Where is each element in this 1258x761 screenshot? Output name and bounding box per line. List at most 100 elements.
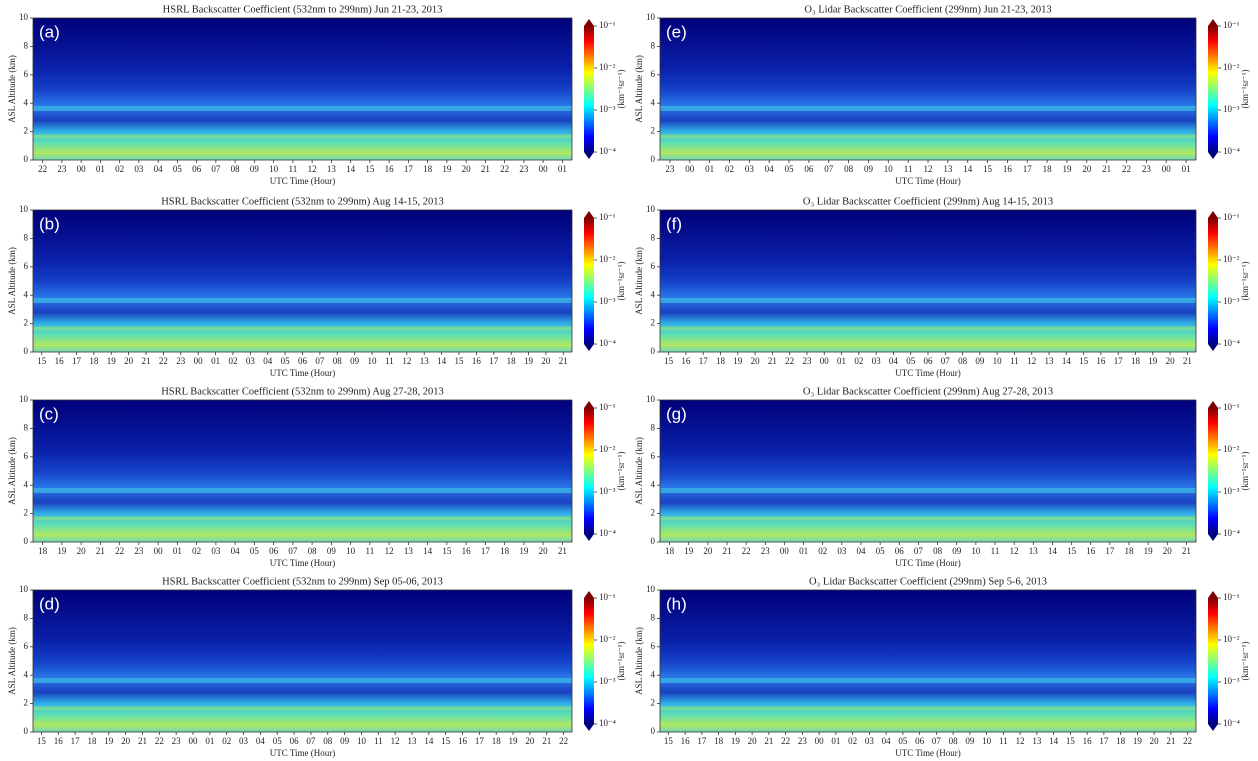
y-tick-label: 6: [651, 641, 656, 651]
panel-label: (a): [39, 22, 60, 41]
colorbar-tick-label: 10⁻³: [599, 486, 616, 496]
y-axis-label: ASL Altitude (km): [7, 437, 17, 505]
x-tick-label: 00: [539, 164, 549, 174]
x-tick-label: 20: [1150, 736, 1160, 746]
colorbar-tick-label: 10⁻³: [599, 104, 616, 114]
x-tick-label: 09: [965, 736, 975, 746]
x-tick-label: 12: [402, 356, 411, 366]
x-tick-label: 07: [306, 736, 316, 746]
x-tick-label: 17: [699, 356, 709, 366]
x-tick-label: 09: [975, 356, 985, 366]
x-tick-label: 09: [864, 164, 874, 174]
x-tick-label: 03: [246, 356, 256, 366]
x-tick-label: 02: [854, 356, 863, 366]
x-tick-label: 23: [665, 164, 675, 174]
layer: [660, 516, 1196, 521]
x-tick-label: 03: [239, 736, 249, 746]
x-tick-label: 16: [1003, 164, 1013, 174]
x-tick-label: 18: [500, 546, 510, 556]
y-tick-label: 0: [651, 536, 656, 546]
y-tick-label: 10: [19, 204, 29, 214]
x-tick-label: 07: [932, 736, 942, 746]
y-tick-label: 8: [24, 422, 29, 432]
x-tick-label: 21: [1102, 164, 1111, 174]
x-tick-label: 01: [96, 164, 105, 174]
x-tick-label: 09: [327, 546, 337, 556]
x-tick-label: 19: [57, 546, 67, 556]
colorbar-tick-label: 10⁻²: [1223, 254, 1240, 264]
x-tick-label: 17: [697, 736, 707, 746]
x-tick-label: 17: [481, 546, 491, 556]
x-tick-label: 15: [1066, 736, 1076, 746]
x-tick-label: 19: [1148, 356, 1158, 366]
x-tick-label: 00: [685, 164, 695, 174]
frame: [32, 589, 573, 733]
colorbar-label: (km⁻¹sr⁻¹): [1240, 70, 1250, 109]
y-tick-label: 0: [651, 346, 656, 356]
x-tick-label: 12: [385, 546, 394, 556]
x-tick-label: 18: [1125, 546, 1135, 556]
x-tick-label: 05: [898, 736, 908, 746]
x-tick-label: 06: [915, 736, 925, 746]
x-tick-label: 02: [192, 546, 201, 556]
colorbar: [584, 408, 594, 534]
x-tick-label: 19: [509, 736, 519, 746]
x-tick-label: 01: [705, 164, 714, 174]
colorbar: [1208, 598, 1218, 724]
layer: [33, 106, 572, 112]
x-tick-label: 12: [1027, 356, 1036, 366]
colorbar: [1208, 408, 1218, 534]
x-tick-label: 02: [848, 736, 857, 746]
x-tick-label: 19: [524, 356, 534, 366]
chart-title: HSRL Backscatter Coefficient (532nm to 2…: [162, 576, 443, 587]
x-tick-label: 05: [281, 356, 291, 366]
colorbar-end: [1208, 211, 1218, 218]
y-tick-label: 6: [24, 641, 29, 651]
x-tick-label: 23: [172, 736, 182, 746]
x-tick-label: 13: [1032, 736, 1042, 746]
y-tick-label: 8: [24, 612, 29, 622]
panel-label: (f): [666, 214, 682, 233]
colorbar-end: [584, 724, 594, 731]
layer: [660, 326, 1196, 331]
x-tick-label: 20: [1082, 164, 1092, 174]
x-tick-label: 01: [837, 356, 846, 366]
y-tick-label: 6: [651, 69, 656, 79]
x-tick-label: 20: [541, 356, 551, 366]
x-tick-label: 06: [192, 164, 202, 174]
x-tick-label: 04: [256, 736, 266, 746]
layer: [33, 298, 572, 304]
x-tick-label: 21: [559, 356, 568, 366]
colorbar-tick-label: 10⁻¹: [599, 592, 616, 602]
y-tick-label: 0: [24, 346, 29, 356]
x-tick-label: 10: [346, 546, 356, 556]
panel-label: (e): [666, 22, 687, 41]
x-tick-label: 04: [765, 164, 775, 174]
x-tick-label: 21: [481, 164, 490, 174]
colorbar: [584, 26, 594, 152]
x-tick-label: 20: [751, 356, 761, 366]
colorbar-tick-label: 10⁻¹: [599, 212, 616, 222]
x-tick-label: 20: [525, 736, 535, 746]
x-tick-label: 23: [1142, 164, 1152, 174]
x-tick-label: 01: [173, 546, 182, 556]
x-tick-label: 01: [558, 164, 567, 174]
colorbar-end: [1208, 534, 1218, 541]
heatmap-image: [660, 18, 1196, 160]
x-tick-label: 10: [971, 546, 981, 556]
y-axis-label: ASL Altitude (km): [7, 55, 17, 123]
x-tick-label: 01: [1182, 164, 1191, 174]
y-axis-label: ASL Altitude (km): [634, 55, 644, 123]
x-tick-label: 22: [781, 736, 790, 746]
x-tick-label: 03: [211, 546, 221, 556]
layer: [33, 706, 572, 711]
x-tick-label: 03: [837, 546, 847, 556]
x-tick-label: 06: [804, 164, 814, 174]
x-tick-label: 18: [1116, 736, 1126, 746]
x-tick-label: 07: [211, 164, 221, 174]
x-tick-label: 00: [194, 356, 204, 366]
colorbar: [584, 218, 594, 344]
x-tick-label: 10: [368, 356, 378, 366]
colorbar-tick-label: 10⁻¹: [1223, 20, 1240, 30]
x-tick-label: 09: [350, 356, 360, 366]
